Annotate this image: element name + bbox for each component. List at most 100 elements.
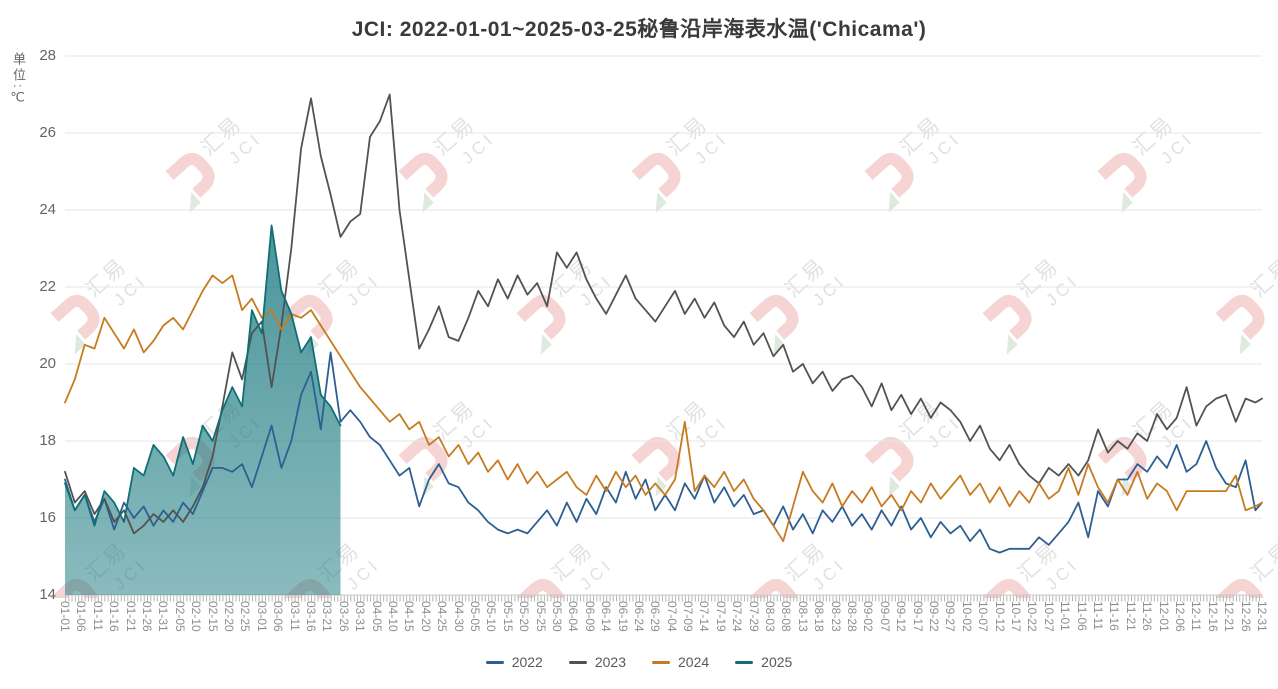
x-tick-label-01-21: 01-21 (123, 601, 138, 632)
x-tick-label-12-06: 12-06 (1173, 601, 1187, 632)
x-tick-label-02-15: 02-15 (205, 601, 220, 632)
x-tick-label-01-11: 01-11 (90, 601, 105, 631)
legend-dash-icon (485, 660, 504, 664)
legend-item-2025[interactable]: 2025 (735, 654, 792, 670)
legend-dash-icon (568, 660, 587, 664)
x-tick-label-03-21: 03-21 (320, 601, 335, 632)
chart-legend: 2022 2023 2024 2025 (0, 654, 1278, 670)
x-tick-label-07-14: 07-14 (697, 601, 712, 632)
x-tick-label-11-26: 11-26 (1140, 601, 1155, 631)
x-tick-label-04-10: 04-10 (385, 601, 400, 632)
x-tick-label-10-27: 10-27 (1041, 601, 1056, 632)
x-tick-label-09-22: 09-22 (927, 601, 942, 632)
x-tick-label-11-16: 11-16 (1107, 601, 1122, 631)
x-tick-label-04-30: 04-30 (451, 601, 466, 632)
legend-item-2023[interactable]: 2023 (568, 654, 626, 670)
y-axis-unit-label: 单位:℃ (11, 52, 26, 109)
x-tick-label-10-07: 10-07 (976, 601, 991, 632)
x-tick-label-02-05: 02-05 (172, 601, 187, 632)
x-tick-label-04-15: 04-15 (402, 601, 417, 632)
x-tick-label-06-09: 06-09 (582, 601, 597, 632)
x-tick-label-07-29: 07-29 (746, 601, 761, 632)
x-tick-label-11-21: 11-21 (1123, 601, 1138, 631)
legend-item-2022[interactable]: 2022 (485, 654, 543, 670)
chart-plot-area[interactable] (0, 0, 1278, 650)
x-tick-label-10-17: 10-17 (1009, 601, 1024, 632)
x-tick-label-01-26: 01-26 (139, 601, 154, 632)
series-line-2023 (64, 93, 1263, 535)
y-tick-label-18: 18 (39, 432, 56, 449)
legend-item-2024[interactable]: 2024 (652, 654, 709, 670)
x-tick-label-06-19: 06-19 (615, 601, 630, 632)
x-tick-label-08-28: 08-28 (845, 601, 860, 632)
x-tick-label-07-19: 07-19 (713, 601, 728, 632)
x-tick-label-09-02: 09-02 (861, 601, 876, 632)
series-line-2024 (64, 274, 1263, 542)
x-tick-label-12-26: 12-26 (1238, 601, 1253, 632)
x-tick-label-09-12: 09-12 (894, 601, 909, 632)
x-tick-label-08-18: 08-18 (812, 601, 827, 632)
x-tick-label-05-15: 05-15 (500, 601, 515, 632)
x-tick-label-05-20: 05-20 (517, 601, 532, 632)
x-tick-label-06-29: 06-29 (648, 601, 663, 632)
series-area-2025 (65, 225, 341, 595)
x-tick-label-09-07: 09-07 (877, 601, 892, 632)
x-tick-label-01-31: 01-31 (156, 601, 171, 632)
x-tick-label-12-11: 12-11 (1189, 601, 1204, 631)
x-tick-label-03-11: 03-11 (287, 601, 302, 631)
x-tick-label-01-06: 01-06 (74, 601, 89, 632)
x-tick-label-02-20: 02-20 (221, 601, 236, 632)
legend-label: 2022 (511, 654, 543, 670)
x-tick-label-10-22: 10-22 (1025, 601, 1040, 632)
x-tick-label-08-03: 08-03 (763, 601, 778, 632)
x-tick-label-07-04: 07-04 (664, 601, 679, 632)
x-tick-label-05-30: 05-30 (549, 601, 564, 632)
x-tick-label-07-24: 07-24 (730, 601, 745, 632)
x-tick-label-12-01: 12-01 (1156, 601, 1171, 632)
x-tick-label-11-01: 11-01 (1058, 601, 1073, 631)
y-tick-label-16: 16 (39, 509, 56, 526)
x-tick-label-09-27: 09-27 (943, 601, 958, 632)
x-tick-label-04-20: 04-20 (418, 601, 433, 632)
legend-label: 2024 (678, 654, 710, 670)
x-tick-label-11-11: 11-11 (1091, 601, 1106, 630)
x-tick-label-04-25: 04-25 (435, 601, 450, 632)
x-tick-label-03-01: 03-01 (254, 601, 269, 632)
y-tick-label-20: 20 (39, 355, 56, 372)
x-tick-label-05-25: 05-25 (533, 601, 548, 632)
x-tick-label-08-08: 08-08 (779, 601, 794, 632)
legend-dash-icon (735, 660, 754, 664)
x-tick-label-04-05: 04-05 (369, 601, 384, 632)
x-tick-label-06-14: 06-14 (599, 601, 614, 632)
x-tick-label-01-01: 01-01 (58, 601, 72, 632)
x-tick-label-08-13: 08-13 (795, 601, 810, 632)
y-tick-label-14: 14 (39, 586, 56, 603)
x-tick-label-11-06: 11-06 (1074, 601, 1089, 631)
x-tick-label-12-16: 12-16 (1205, 601, 1220, 632)
x-tick-label-02-10: 02-10 (189, 601, 204, 632)
x-tick-label-03-26: 03-26 (336, 601, 351, 632)
x-tick-label-10-12: 10-12 (992, 601, 1007, 632)
y-tick-label-28: 28 (39, 47, 56, 64)
y-tick-label-24: 24 (39, 201, 56, 218)
x-tick-label-06-04: 06-04 (566, 601, 581, 632)
x-tick-label-03-31: 03-31 (353, 601, 368, 632)
legend-label: 2023 (594, 654, 626, 670)
legend-dash-icon (652, 660, 670, 664)
x-tick-label-10-02: 10-02 (959, 601, 974, 632)
x-tick-label-05-05: 05-05 (467, 601, 482, 632)
y-tick-label-26: 26 (39, 124, 56, 141)
x-tick-label-12-21: 12-21 (1222, 601, 1237, 632)
y-tick-label-22: 22 (39, 278, 56, 295)
x-tick-label-12-31: 12-31 (1255, 601, 1269, 632)
x-tick-label-02-25: 02-25 (238, 601, 253, 632)
x-tick-label-07-09: 07-09 (681, 601, 696, 632)
x-tick-label-06-24: 06-24 (631, 601, 646, 632)
x-tick-label-03-06: 03-06 (271, 601, 286, 632)
series-line-2025 (64, 224, 342, 527)
x-tick-label-05-10: 05-10 (484, 601, 499, 632)
x-tick-label-03-16: 03-16 (303, 601, 318, 632)
chart-title: JCI: 2022-01-01~2025-03-25秘鲁沿岸海表水温('Chic… (351, 18, 927, 41)
x-tick-label-08-23: 08-23 (828, 601, 843, 632)
